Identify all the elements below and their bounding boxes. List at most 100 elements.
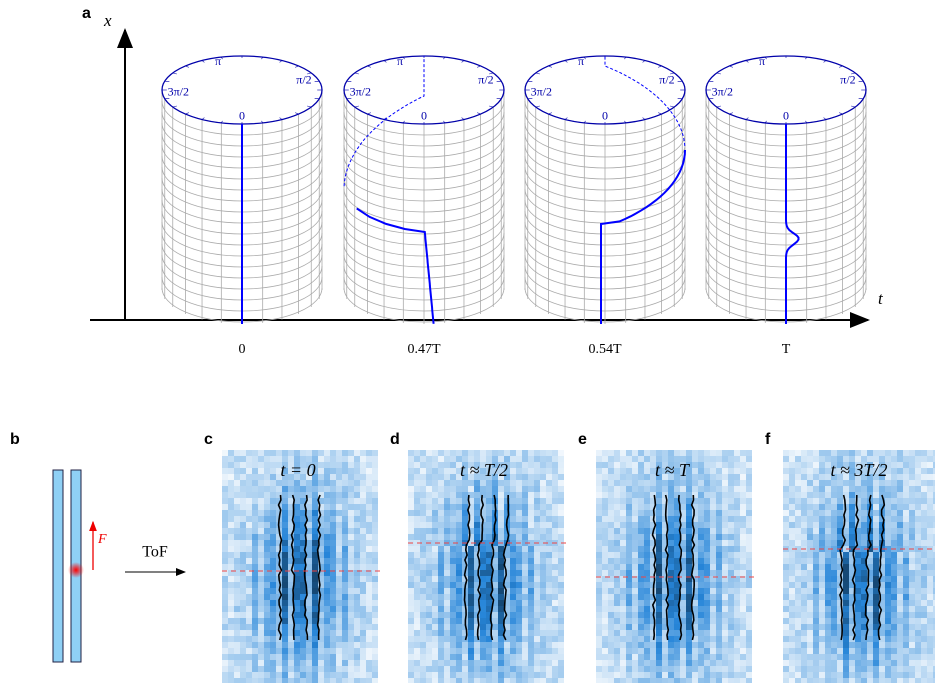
pixel xyxy=(825,678,831,683)
pixel xyxy=(342,534,348,540)
pixel xyxy=(632,450,638,456)
pixel xyxy=(534,552,540,558)
pixel xyxy=(504,498,510,504)
pixel xyxy=(522,552,528,558)
pixel xyxy=(450,648,456,654)
pixel xyxy=(638,462,644,468)
pixel xyxy=(783,486,789,492)
pixel xyxy=(807,612,813,618)
pixel xyxy=(540,618,546,624)
pixel xyxy=(722,504,728,510)
pixel xyxy=(282,648,288,654)
pixel xyxy=(855,678,861,683)
pixel xyxy=(312,606,318,612)
pixel xyxy=(861,582,867,588)
pixel xyxy=(891,582,897,588)
pixel xyxy=(366,546,372,552)
pixel xyxy=(282,504,288,510)
pixel xyxy=(546,486,552,492)
pixel xyxy=(432,564,438,570)
angle-label: π xyxy=(759,54,765,68)
pixel xyxy=(372,654,378,660)
pixel xyxy=(620,468,626,474)
pixel xyxy=(522,498,528,504)
pixel xyxy=(746,486,752,492)
pixel xyxy=(246,654,252,660)
pixel xyxy=(903,450,909,456)
pixel xyxy=(438,666,444,672)
angle-label: π xyxy=(397,54,403,68)
pixel xyxy=(638,564,644,570)
pixel xyxy=(819,564,825,570)
pixel xyxy=(450,636,456,642)
pixel xyxy=(546,600,552,606)
pixel xyxy=(480,666,486,672)
pixel xyxy=(366,666,372,672)
pixel xyxy=(722,660,728,666)
pixel xyxy=(614,612,620,618)
pixel xyxy=(915,450,921,456)
pixel xyxy=(795,660,801,666)
pixel xyxy=(801,660,807,666)
pixel xyxy=(783,474,789,480)
pixel xyxy=(867,480,873,486)
pixel xyxy=(552,582,558,588)
pixel xyxy=(270,648,276,654)
pixel xyxy=(258,504,264,510)
pixel xyxy=(414,600,420,606)
pixel xyxy=(746,564,752,570)
pixel xyxy=(444,528,450,534)
pixel xyxy=(807,606,813,612)
pixel xyxy=(620,522,626,528)
pixel xyxy=(608,522,614,528)
pixel xyxy=(510,636,516,642)
pixel xyxy=(831,648,837,654)
pixel xyxy=(728,612,734,618)
pixel xyxy=(825,570,831,576)
pixel xyxy=(722,546,728,552)
pixel xyxy=(528,594,534,600)
pixel xyxy=(432,504,438,510)
pixel xyxy=(456,642,462,648)
pixel xyxy=(540,570,546,576)
pixel xyxy=(504,666,510,672)
time-label: T xyxy=(782,342,791,357)
pixel xyxy=(558,534,564,540)
pixel xyxy=(921,570,927,576)
pixel xyxy=(510,642,516,648)
pixel xyxy=(264,630,270,636)
pixel xyxy=(450,522,456,528)
pixel xyxy=(552,618,558,624)
pixel xyxy=(686,666,692,672)
pixel xyxy=(716,546,722,552)
pixel xyxy=(897,516,903,522)
pixel xyxy=(632,570,638,576)
pixel xyxy=(819,462,825,468)
pixel xyxy=(408,462,414,468)
pixel xyxy=(596,606,602,612)
pixel xyxy=(552,654,558,660)
pixel xyxy=(698,648,704,654)
pixel xyxy=(432,594,438,600)
pixel xyxy=(801,648,807,654)
pixel xyxy=(608,588,614,594)
pixel xyxy=(354,666,360,672)
pixel xyxy=(366,480,372,486)
pixel xyxy=(608,510,614,516)
pixel xyxy=(456,504,462,510)
pixel xyxy=(300,588,306,594)
pixel xyxy=(843,612,849,618)
pixel xyxy=(734,558,740,564)
pixel xyxy=(516,672,522,678)
pixel xyxy=(444,618,450,624)
pixel xyxy=(831,516,837,522)
pixel xyxy=(795,522,801,528)
pixel xyxy=(228,510,234,516)
pixel xyxy=(420,660,426,666)
pixel xyxy=(807,450,813,456)
pixel xyxy=(921,522,927,528)
pixel xyxy=(546,522,552,528)
pixel xyxy=(837,648,843,654)
panel-label: a xyxy=(82,5,91,22)
pixel xyxy=(438,468,444,474)
